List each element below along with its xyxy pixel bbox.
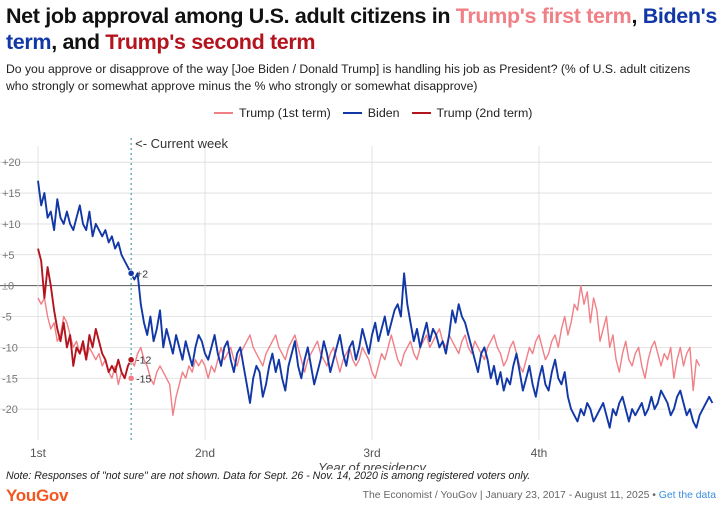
current-point-trump2 xyxy=(127,356,135,364)
legend-label-trump2: Trump (2nd term) xyxy=(436,106,533,120)
title-trump2: Trump's second term xyxy=(105,30,316,54)
chart-subtitle: Do you approve or disapprove of the way … xyxy=(6,62,691,93)
current-point-trump1 xyxy=(127,374,135,382)
y-tick-label: -5 xyxy=(2,312,12,324)
x-tick-label: 1st xyxy=(30,446,47,460)
series-line-trump1 xyxy=(37,284,701,416)
title-trump1: Trump's first term xyxy=(455,4,632,28)
yougov-logo: YouGov xyxy=(6,486,69,505)
y-tick-label: +5 xyxy=(2,250,15,262)
y-tick-label: +10 xyxy=(2,219,21,231)
source-line: The Economist / YouGov | January 23, 201… xyxy=(363,490,716,501)
approval-chart: +20 +15 +10 +5 ±0 -5 -10 -15 -20 1st 2nd 3rd 4th Year… xyxy=(0,136,714,470)
y-tick-label: -15 xyxy=(2,373,18,385)
footnote: Note: Responses of "not sure" are not sh… xyxy=(6,470,531,482)
current-value-biden: +2 xyxy=(136,268,148,280)
y-tick-label: +20 xyxy=(2,157,21,169)
current-value-trump1: -15 xyxy=(136,373,151,385)
title-biden: Biden's term xyxy=(6,4,718,54)
legend-item-biden[interactable]: Biden xyxy=(342,106,400,120)
x-tick-label: 3rd xyxy=(363,446,380,460)
series-line-trump2 xyxy=(37,248,132,380)
source-text: The Economist / YouGov | January 23, 201… xyxy=(362,490,656,501)
current-point-biden xyxy=(127,269,135,277)
y-tick-label: ±0 xyxy=(2,281,14,293)
legend-swatch-trump2 xyxy=(411,111,431,115)
legend-swatch-trump1 xyxy=(214,111,233,115)
legend-item-trump2[interactable]: Trump (2nd term) xyxy=(411,106,533,120)
current-value-trump2: -12 xyxy=(136,355,151,367)
x-axis-title: Year of presidency xyxy=(318,460,427,470)
series-line-biden xyxy=(37,180,714,429)
y-tick-label: -10 xyxy=(2,342,18,354)
legend-label-trump1: Trump (1st term) xyxy=(239,106,331,120)
title-sep1: , xyxy=(631,4,643,28)
legend-label-biden: Biden xyxy=(367,106,400,120)
chart-title: Net job approval among U.S. adult citize… xyxy=(6,3,718,55)
chart-legend: Trump (1st term) Biden Trump (2nd term) xyxy=(214,106,544,120)
y-tick-label: +15 xyxy=(2,188,21,200)
get-the-data-link[interactable]: Get the data xyxy=(658,490,716,501)
legend-swatch-biden xyxy=(342,111,362,115)
x-tick-label: 4th xyxy=(531,446,548,460)
title-sep2: , and xyxy=(51,30,106,54)
title-part1: Net job approval among U.S. adult citize… xyxy=(6,4,456,28)
current-week-label: <- Current week xyxy=(135,136,228,151)
legend-item-trump1[interactable]: Trump (1st term) xyxy=(214,106,331,120)
y-tick-label: -20 xyxy=(2,404,18,416)
x-tick-label: 2nd xyxy=(195,446,215,460)
